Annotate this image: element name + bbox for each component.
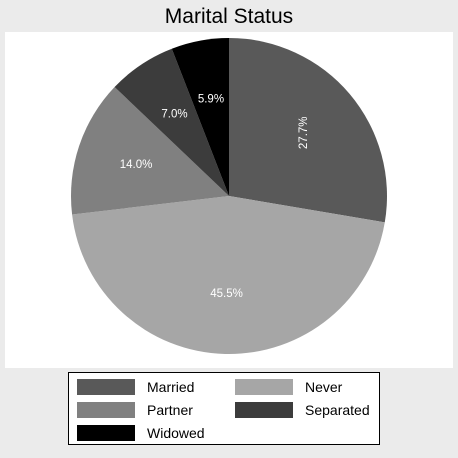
legend-item-separated: Separated	[235, 401, 370, 419]
pie-slice-widowed	[171, 38, 229, 196]
slice-label-widowed: 5.9%	[198, 94, 224, 106]
legend-label: Partner	[147, 402, 193, 418]
legend-label: Married	[147, 379, 195, 395]
legend-item-widowed: Widowed	[77, 424, 205, 442]
plot-area: 27.7% 45.5% 14.0% 7.0% 5.9%	[5, 32, 453, 368]
legend-swatch-separated	[235, 402, 293, 418]
legend-swatch-never	[235, 379, 293, 395]
slice-label-separated: 7.0%	[161, 109, 187, 121]
legend-swatch-widowed	[77, 425, 135, 441]
pie-slice-separated	[114, 48, 229, 196]
chart-title: Marital Status	[164, 5, 294, 28]
pie-slice-partner	[71, 87, 230, 215]
slice-label-married: 27.7%	[298, 116, 310, 149]
legend-item-never: Never	[235, 378, 342, 396]
legend-item-married: Married	[77, 378, 194, 396]
legend: Married Never Partner Separated Widowed	[68, 372, 380, 445]
pie-slice-married	[229, 38, 387, 223]
pie-chart: 27.7% 45.5% 14.0% 7.0% 5.9%	[71, 38, 387, 355]
legend-swatch-married	[77, 379, 135, 395]
legend-label: Widowed	[147, 425, 205, 441]
legend-swatch-partner	[77, 402, 135, 418]
legend-item-partner: Partner	[77, 401, 193, 419]
pie-slice-never	[72, 196, 385, 355]
slice-label-never: 45.5%	[210, 288, 243, 300]
slice-label-partner: 14.0%	[120, 159, 153, 171]
legend-label: Never	[305, 379, 343, 395]
legend-label: Separated	[305, 402, 370, 418]
